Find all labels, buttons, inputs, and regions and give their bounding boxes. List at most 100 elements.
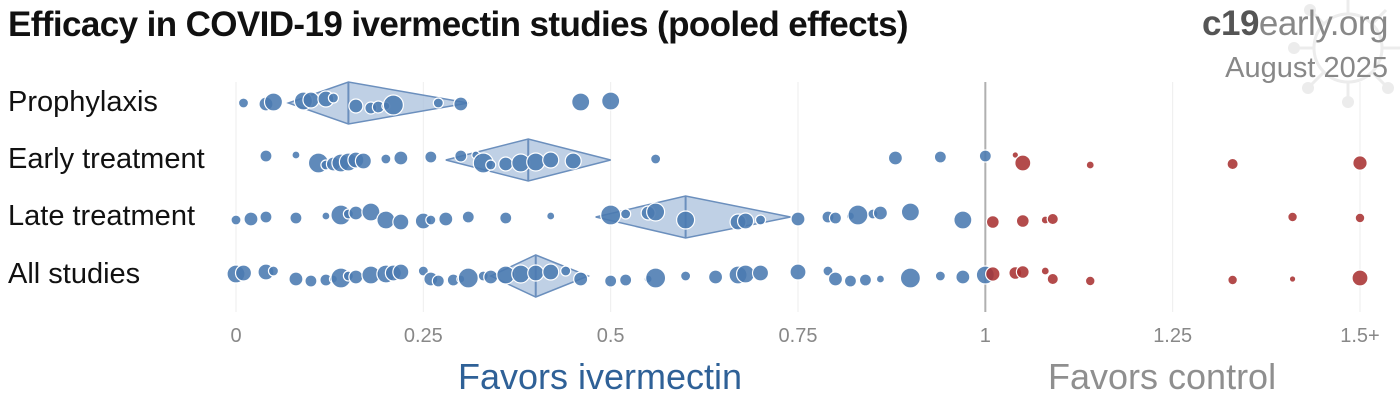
- study-point: [327, 92, 340, 104]
- brand-logo[interactable]: c19early.org: [1202, 4, 1388, 44]
- study-point: [872, 205, 889, 221]
- study-point: [291, 150, 301, 160]
- study-point: [1084, 275, 1096, 287]
- study-point: [376, 210, 396, 230]
- study-point: [604, 274, 618, 288]
- study-point: [978, 149, 992, 163]
- study-point: [259, 149, 273, 163]
- study-point: [289, 211, 303, 225]
- study-point: [650, 153, 662, 165]
- study-point: [754, 214, 767, 226]
- virus-watermark-icon: [1288, 0, 1400, 108]
- x-tick-label: 0.75: [779, 325, 818, 347]
- favors-control-label: Favors control: [1048, 356, 1277, 397]
- study-point: [361, 202, 381, 222]
- study-point: [348, 269, 364, 285]
- study-point: [380, 153, 392, 165]
- study-point: [571, 92, 591, 112]
- study-point: [679, 270, 692, 282]
- chart-title: Efficacy in COVID-19 ivermectin studies …: [8, 5, 909, 44]
- brand-part-3: .org: [1329, 4, 1389, 43]
- study-point: [457, 267, 479, 289]
- study-point: [573, 271, 589, 287]
- study-point: [789, 263, 807, 281]
- study-point: [1046, 212, 1059, 226]
- study-point: [392, 213, 410, 231]
- study-point: [707, 269, 724, 285]
- favors-ivermectin-label: Favors ivermectin: [458, 356, 743, 397]
- study-point: [1351, 269, 1369, 287]
- study-point: [498, 156, 514, 172]
- study-point: [432, 97, 444, 109]
- study-point: [267, 265, 280, 277]
- study-point: [1354, 212, 1366, 224]
- study-point: [887, 150, 904, 166]
- study-point: [985, 215, 1000, 230]
- study-point: [1226, 157, 1239, 171]
- x-tick-label: 1: [980, 325, 991, 347]
- study-point: [259, 210, 273, 224]
- study-point: [526, 152, 546, 172]
- study-point: [751, 264, 770, 282]
- study-point: [1014, 154, 1032, 172]
- date-label: August 2025: [1225, 52, 1388, 84]
- study-point: [953, 210, 973, 230]
- study-point: [425, 214, 437, 226]
- study-point: [542, 263, 560, 281]
- category-label-all-studies: All studies: [8, 258, 141, 290]
- study-point: [304, 274, 318, 288]
- study-point: [321, 211, 331, 221]
- study-point: [828, 211, 843, 225]
- x-tick-label: 1.25: [1153, 325, 1192, 347]
- study-point: [485, 159, 497, 171]
- study-point: [827, 271, 844, 287]
- x-tick-label: 0.5: [597, 325, 625, 347]
- x-tick-label: 1.5+: [1340, 325, 1379, 347]
- study-point: [620, 208, 632, 220]
- study-point: [735, 264, 756, 284]
- study-point: [438, 211, 454, 227]
- study-point: [600, 204, 622, 226]
- study-point: [1085, 160, 1095, 170]
- study-point: [900, 202, 921, 222]
- study-point: [302, 91, 320, 109]
- study-point: [454, 149, 468, 163]
- study-point: [1046, 272, 1059, 286]
- study-point: [288, 271, 304, 287]
- study-point: [237, 97, 250, 109]
- study-point: [646, 202, 666, 222]
- study-point: [1040, 266, 1050, 276]
- study-point: [348, 205, 364, 221]
- study-point: [601, 91, 621, 111]
- study-point: [1287, 211, 1298, 223]
- study-point: [382, 94, 404, 116]
- study-point: [1011, 151, 1020, 159]
- study-point: [230, 214, 242, 226]
- study-point: [392, 263, 410, 281]
- category-label-early-treatment: Early treatment: [8, 143, 205, 175]
- study-point: [1227, 274, 1239, 286]
- study-point: [1015, 214, 1030, 229]
- study-point: [542, 151, 560, 169]
- study-point: [875, 274, 886, 284]
- study-point: [348, 98, 364, 114]
- study-point: [985, 266, 1001, 282]
- study-point: [899, 267, 922, 289]
- study-point: [1015, 265, 1030, 280]
- study-point: [511, 264, 531, 284]
- study-point: [453, 96, 469, 112]
- study-point: [934, 270, 946, 282]
- x-tick-label: 0.25: [404, 325, 443, 347]
- brand-part-2: early: [1258, 4, 1330, 43]
- study-point: [499, 211, 513, 225]
- study-point: [1352, 155, 1368, 171]
- study-point: [354, 152, 372, 170]
- study-point: [546, 211, 556, 221]
- study-point: [234, 264, 253, 282]
- study-point: [243, 211, 259, 227]
- study-point: [461, 210, 475, 224]
- study-point: [483, 269, 499, 285]
- study-point: [955, 269, 971, 285]
- category-label-late-treatment: Late treatment: [8, 200, 195, 232]
